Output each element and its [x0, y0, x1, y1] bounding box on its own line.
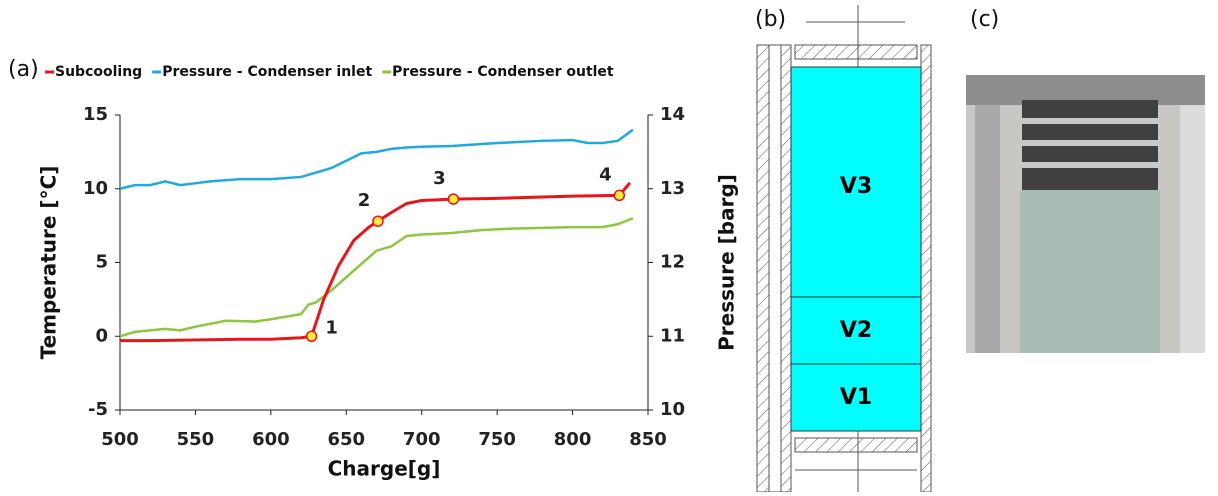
y-axis-label: Temperature [°C] — [37, 166, 61, 360]
x-tick-label: 750 — [478, 429, 516, 450]
y2-tick-label: 10 — [660, 399, 685, 420]
photo — [966, 75, 1205, 353]
point-label: 2 — [358, 190, 371, 211]
series-line — [120, 181, 632, 343]
photo-part — [975, 105, 1000, 353]
x-tick-label: 650 — [327, 429, 365, 450]
seal — [794, 437, 918, 453]
point-marker — [372, 215, 384, 227]
point-label: 3 — [433, 168, 446, 189]
y2-tick-label: 12 — [660, 252, 685, 273]
x-tick-label: 700 — [403, 429, 441, 450]
photo-ring — [1022, 140, 1158, 146]
x-tick-label: 800 — [554, 429, 592, 450]
point-label: 4 — [599, 164, 612, 185]
y-tick-label: 10 — [83, 178, 108, 199]
y-tick-label: 5 — [95, 252, 108, 273]
legend-label: Pressure - Condenser inlet — [162, 64, 372, 80]
y-tick-label: 15 — [83, 104, 108, 125]
seal — [794, 44, 918, 60]
y-tick-label: -5 — [88, 399, 108, 420]
photo-ring — [1022, 162, 1158, 168]
panel-label: (c) — [970, 7, 999, 32]
point-marker — [305, 330, 318, 342]
legend-label: Pressure - Condenser outlet — [392, 64, 614, 80]
volume-label: V3 — [840, 174, 872, 199]
legend-label: Subcooling — [55, 64, 142, 80]
x-tick-label: 850 — [629, 429, 667, 450]
x-axis-label: Charge[g] — [328, 457, 441, 481]
wall — [756, 44, 770, 493]
volume — [790, 66, 922, 432]
x-tick-label: 550 — [177, 429, 215, 450]
point-label: 1 — [325, 317, 338, 338]
series-line — [119, 128, 634, 190]
wall — [780, 44, 792, 493]
x-tick-label: 600 — [252, 429, 290, 450]
volume-label: V1 — [840, 385, 872, 410]
panel-label: (b) — [755, 7, 786, 32]
volume-label: V2 — [840, 318, 872, 343]
series-line — [119, 217, 634, 338]
y-tick-label: 0 — [95, 325, 108, 346]
x-tick-label: 500 — [101, 429, 139, 450]
wall — [768, 44, 782, 493]
photo-part — [1180, 105, 1205, 353]
wall — [920, 44, 932, 493]
y2-tick-label: 11 — [660, 325, 685, 346]
y2-axis-label: Pressure [barg] — [715, 174, 739, 351]
y2-tick-label: 14 — [660, 104, 685, 125]
point-marker — [613, 189, 626, 202]
photo-tube — [1020, 190, 1160, 353]
y2-tick-label: 13 — [660, 178, 685, 199]
panel-label: (a) — [8, 57, 39, 82]
photo-ring — [1022, 118, 1158, 124]
diagram: V3 V2 V1 — [756, 5, 932, 493]
point-marker — [447, 193, 460, 205]
chart: 500 550 600 650 700 750 800 850-505101510111213… — [37, 64, 739, 481]
